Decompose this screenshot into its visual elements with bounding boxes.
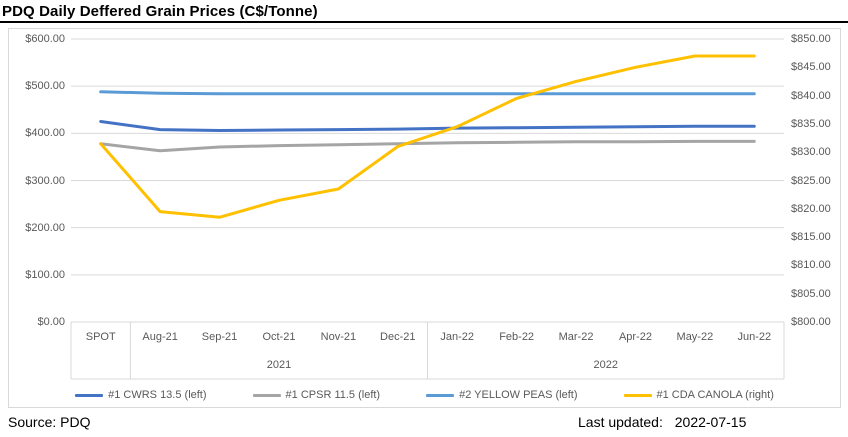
- legend-label: #2 YELLOW PEAS (left): [459, 389, 578, 401]
- x-axis-year-label: 2022: [593, 359, 618, 371]
- y-axis-left-tick-label: $100.00: [25, 268, 65, 281]
- y-axis-right-tick-label: $840.00: [791, 89, 831, 102]
- y-axis-left-tick-label: $0.00: [37, 316, 65, 328]
- legend-line-marker: [426, 393, 455, 397]
- legend-line-marker: [252, 393, 281, 397]
- x-axis-category-label: Sep-21: [201, 331, 238, 343]
- series-line-4: [99, 54, 756, 219]
- x-axis-category-label: SPOT: [85, 331, 116, 343]
- y-axis-right-tick-label: $850.00: [791, 33, 831, 45]
- y-axis-left-tick-label: $500.00: [25, 80, 65, 93]
- legend-label: #1 CPSR 11.5 (left): [285, 389, 381, 401]
- last-updated: Last updated: 2022-07-15: [578, 414, 746, 430]
- y-axis-left-tick-label: $600.00: [25, 33, 65, 45]
- y-axis-left-tick-label: $400.00: [25, 127, 65, 140]
- legend-line-marker: [75, 393, 104, 397]
- series-line-2: [99, 139, 756, 153]
- chart-legend: #1 CWRS 13.5 (left) #1 CPSR 11.5 (left) #2…: [9, 385, 840, 405]
- y-axis-right-tick-label: $805.00: [791, 287, 831, 300]
- grain-prices-chart: $600.00 $500.00 $400.00 $300.00 $200.00 $100.…: [8, 28, 841, 408]
- legend-item: #1 CDA CANOLA (right): [623, 389, 774, 401]
- legend-item: #1 CWRS 13.5 (left): [75, 389, 207, 401]
- y-axis-right-tick-label: $815.00: [791, 231, 831, 244]
- x-axis-category-label: Dec-21: [380, 331, 416, 343]
- x-axis-category-label: May-22: [676, 331, 714, 343]
- x-axis-category-label: Oct-21: [262, 331, 296, 343]
- legend-label: #1 CDA CANOLA (right): [656, 389, 774, 401]
- legend-label: #1 CWRS 13.5 (left): [108, 389, 207, 401]
- y-axis-right-tick-label: $835.00: [791, 117, 831, 130]
- y-axis-right-tick-label: $825.00: [791, 174, 831, 187]
- chart-plot-area: [70, 38, 785, 380]
- y-axis-right-tick-label: $810.00: [791, 259, 831, 272]
- y-axis-right-tick-label: $830.00: [791, 146, 831, 159]
- y-axis-left-tick-label: $300.00: [25, 174, 65, 187]
- x-axis-category-label: Feb-22: [499, 331, 535, 343]
- y-axis-left-tick-label: $200.00: [25, 221, 65, 234]
- legend-item: #2 YELLOW PEAS (left): [426, 389, 578, 401]
- series-line-1: [99, 120, 756, 132]
- chart-footer: Source: PDQ Last updated: 2022-07-15: [0, 411, 848, 435]
- x-axis-year-label: 2021: [266, 359, 292, 371]
- legend-line-marker: [623, 393, 652, 397]
- x-axis-category-label: Jan-22: [440, 331, 475, 343]
- source-label: Source: PDQ: [8, 414, 91, 430]
- x-axis-category-label: Mar-22: [558, 331, 594, 343]
- x-axis-category-label: Aug-21: [142, 331, 178, 343]
- series-line-3: [99, 90, 756, 96]
- y-axis-right-tick-label: $845.00: [791, 61, 831, 74]
- last-updated-label: Last updated:: [578, 414, 663, 430]
- x-axis-category-label: Nov-21: [320, 331, 357, 343]
- page-title: PDQ Daily Deffered Grain Prices (C$/Tonn…: [2, 3, 318, 20]
- y-axis-right-tick-label: $800.00: [791, 316, 831, 328]
- chart-title-bar: PDQ Daily Deffered Grain Prices (C$/Tonn…: [0, 0, 848, 23]
- y-axis-right-tick-label: $820.00: [791, 202, 831, 215]
- x-axis-category-label: Jun-22: [737, 331, 772, 343]
- legend-item: #1 CPSR 11.5 (left): [252, 389, 381, 401]
- x-axis-category-label: Apr-22: [618, 331, 652, 343]
- last-updated-value: 2022-07-15: [674, 414, 747, 430]
